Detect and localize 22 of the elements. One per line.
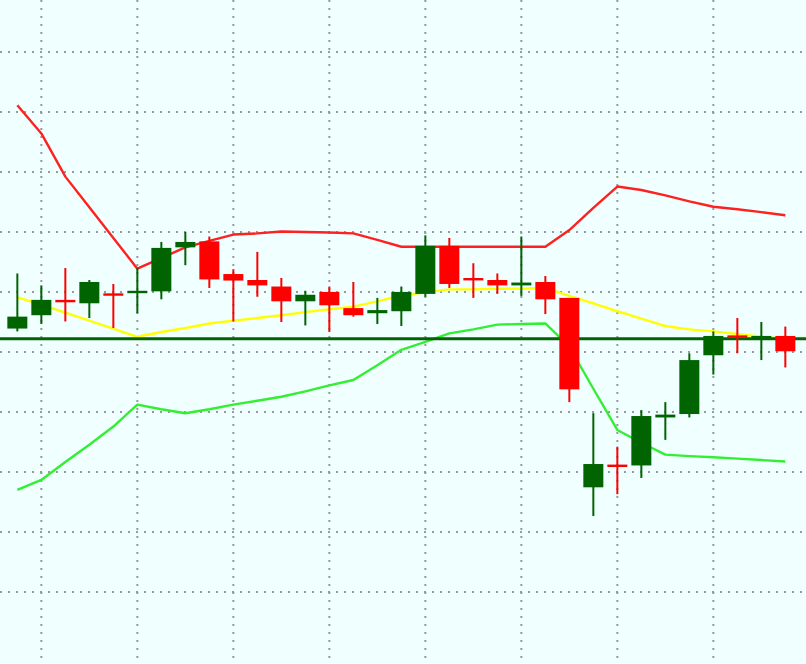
candlestick: [295, 289, 316, 327]
candlestick: [439, 236, 460, 289]
candlestick: [103, 282, 124, 329]
candlestick: [487, 272, 508, 295]
candlestick: [31, 284, 52, 326]
candlestick: [7, 272, 28, 333]
candlestick: [535, 275, 556, 316]
candlestick: [583, 412, 604, 517]
candlestick: [223, 268, 244, 323]
candlestick: [343, 280, 364, 318]
candlestick: [319, 285, 340, 333]
candlestick: [151, 240, 172, 301]
candlestick: [247, 250, 268, 298]
candlestick: [415, 234, 436, 298]
candlestick: [391, 285, 412, 327]
candlestick: [175, 231, 196, 267]
candlestick: [367, 296, 388, 326]
candlestick: [271, 277, 292, 324]
candlestick: [79, 279, 100, 320]
candlestick: [199, 235, 220, 289]
candlestick: [727, 317, 748, 355]
candlestick: [775, 325, 796, 369]
